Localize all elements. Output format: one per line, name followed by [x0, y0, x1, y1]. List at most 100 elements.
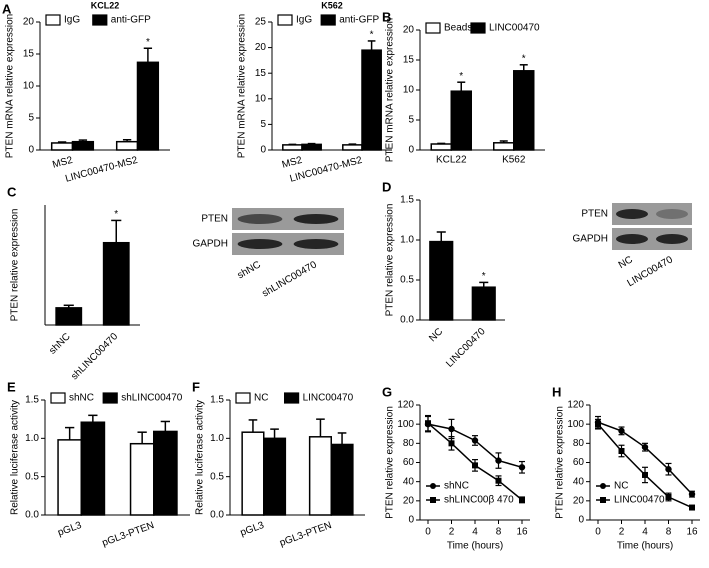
panel-letter: F — [192, 379, 200, 394]
significance: * — [146, 37, 150, 48]
y-tick-label: 0.5 — [210, 471, 224, 482]
y-tick-label: 0.0 — [25, 510, 39, 521]
y-tick-label: 1.5 — [210, 395, 224, 406]
panel-letter: G — [382, 384, 392, 399]
blot-band — [616, 234, 648, 244]
x-tick-label: shNC — [47, 331, 72, 356]
x-tick-label: 0 — [595, 527, 601, 538]
y-axis-label: PTEN mRNA relative expression — [5, 14, 16, 159]
bar — [80, 421, 106, 516]
point — [665, 466, 672, 473]
bar — [71, 140, 95, 151]
x-axis-label: Time (hours) — [447, 541, 503, 552]
y-tick-label: 5 — [260, 119, 266, 130]
y-tick-label: 20 — [23, 17, 35, 28]
x-tick-label: 4 — [472, 527, 478, 538]
x-tick-label: LINC00470 — [444, 326, 488, 370]
y-tick-label: 80 — [573, 438, 585, 449]
legend-swatch — [102, 392, 118, 404]
legend-label: anti-GFP — [339, 15, 379, 26]
point — [495, 457, 502, 464]
bar — [282, 144, 303, 151]
point — [472, 462, 478, 469]
blot-panel — [232, 233, 344, 255]
y-tick-label: 0.5 — [400, 275, 414, 286]
panel-letter: E — [7, 379, 16, 394]
legend-label: IgG — [64, 15, 80, 26]
blot-row-label: GAPDH — [572, 234, 608, 245]
y-tick-label: 25 — [255, 17, 267, 28]
x-tick-label: NC — [427, 326, 445, 344]
blot-lane-label: NC — [617, 254, 635, 271]
legend-label: Beads — [444, 23, 472, 34]
point — [641, 443, 649, 451]
y-tick-label: 0 — [408, 145, 414, 156]
bar — [429, 240, 454, 321]
blot-panel — [612, 228, 692, 250]
bar — [102, 241, 130, 326]
bar — [361, 49, 382, 151]
bar — [308, 436, 332, 516]
point — [618, 448, 625, 454]
significance: * — [370, 30, 374, 41]
legend-label: NC — [614, 481, 628, 492]
bar — [263, 437, 287, 516]
significance: * — [459, 71, 463, 82]
bar — [471, 286, 496, 321]
legend-label: shLINC00470 — [121, 393, 183, 404]
legend-swatch — [50, 392, 66, 404]
y-axis-label: PTEN relative expression — [555, 406, 566, 519]
panel-letter: H — [552, 384, 561, 399]
y-tick-label: 1.0 — [25, 433, 39, 444]
bar — [330, 443, 354, 516]
bar — [301, 143, 322, 151]
y-tick-label: 15 — [255, 68, 267, 79]
y-tick-label: 10 — [23, 81, 35, 92]
legend-label: shLINC00β 470 — [444, 495, 514, 506]
x-tick-label: 0 — [425, 527, 431, 538]
x-tick-label: K562 — [502, 155, 526, 166]
y-tick-label: 10 — [255, 93, 267, 104]
y-tick-label: 10 — [403, 85, 415, 96]
panel-letter: C — [7, 184, 17, 199]
significance: * — [522, 53, 526, 64]
blot-band — [237, 239, 283, 249]
bar — [50, 142, 74, 151]
y-tick-label: 100 — [397, 419, 414, 430]
y-tick-label: 15 — [403, 55, 415, 66]
bar — [153, 430, 178, 516]
y-tick-label: 120 — [567, 400, 584, 411]
point — [425, 420, 431, 427]
blot-panel — [612, 203, 692, 225]
blot-row-label: GAPDH — [192, 239, 228, 250]
y-tick-label: 20 — [403, 25, 415, 36]
line — [597, 421, 693, 495]
bar — [493, 142, 515, 151]
point — [665, 494, 672, 500]
blot-band — [616, 209, 648, 219]
bar — [115, 140, 139, 151]
x-axis-label: Time (hours) — [617, 541, 673, 552]
y-tick-label: 0.0 — [210, 510, 224, 521]
y-tick-label: 100 — [567, 419, 584, 430]
x-tick-label: pGL3-PTEN — [278, 520, 333, 549]
x-tick-label: pGL3 — [239, 520, 266, 539]
chart-title: K562 — [321, 0, 343, 10]
x-tick-label: 2 — [449, 527, 455, 538]
x-tick-label: 16 — [516, 527, 528, 538]
x-tick-label: 2 — [619, 527, 625, 538]
y-axis-label: Relative luciferase activity — [10, 400, 21, 515]
blot-band — [293, 239, 339, 249]
bar — [129, 442, 155, 516]
blot-lane-label: LINC00470 — [626, 254, 676, 289]
legend-label: shNC — [444, 481, 469, 492]
legend-label: NC — [254, 393, 268, 404]
legend-label: IgG — [296, 15, 312, 26]
y-axis-label: PTEN mRNA relative expression — [385, 18, 396, 163]
y-axis-label: Relative luciferase activity — [195, 400, 206, 515]
panel-letter: B — [382, 9, 391, 24]
x-tick-label: MS2 — [51, 155, 74, 171]
significance: * — [114, 209, 118, 220]
point — [689, 504, 695, 511]
